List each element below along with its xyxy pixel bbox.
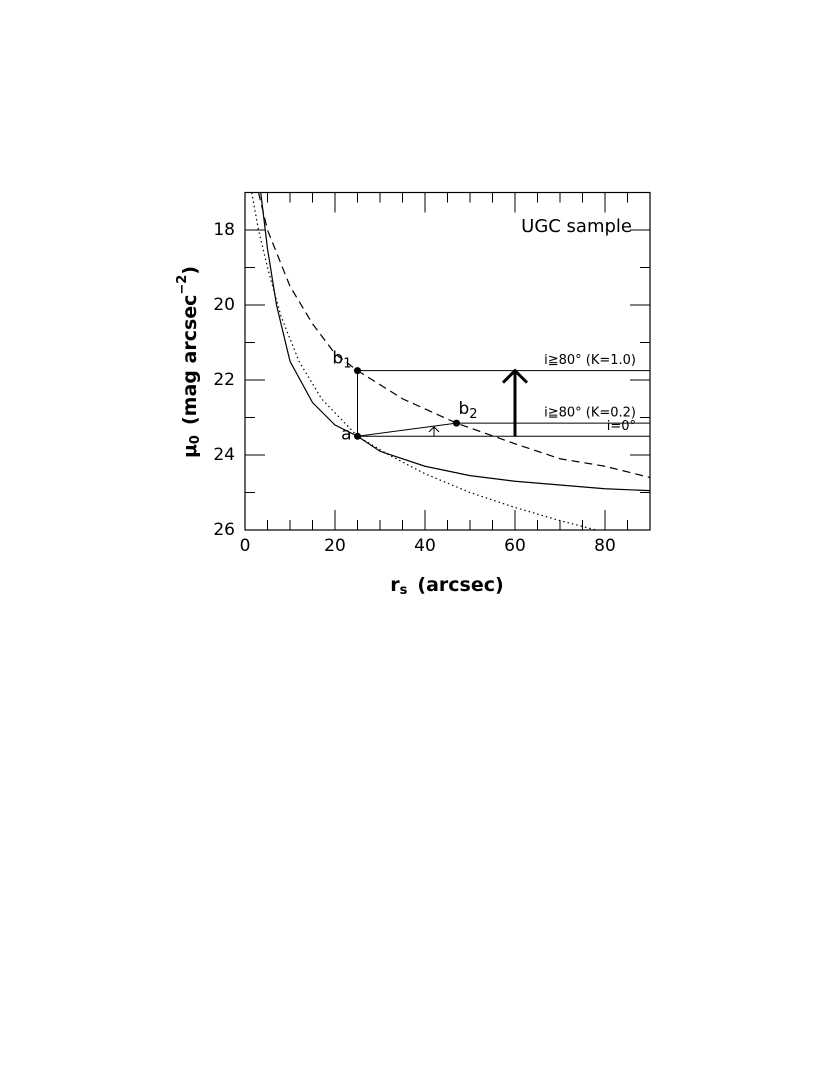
y-tick-label: 26: [213, 520, 235, 540]
x-tick-label: 40: [414, 536, 436, 556]
y-label-sup: −2: [175, 275, 190, 295]
x-label-rest: (arcsec): [417, 574, 503, 596]
y-tick-label: 22: [213, 370, 235, 390]
point-label-text: b: [332, 349, 343, 369]
reference-label: i≧80° (K=0.2): [544, 406, 636, 421]
point-label: a: [341, 424, 351, 444]
x-tick-label: 80: [594, 536, 616, 556]
point-label: b1: [332, 349, 351, 372]
y-label-text: μ: [179, 444, 201, 458]
reference-label: i≧80° (K=1.0): [544, 353, 636, 368]
x-label-text: r: [390, 574, 400, 596]
x-tick-label: 0: [240, 536, 251, 556]
point-label-sub: 2: [469, 407, 477, 422]
reference-label: i=0°: [607, 419, 636, 434]
y-tick-label: 20: [213, 295, 235, 315]
y-label-rest: (mag arcsec: [179, 295, 201, 425]
point: [354, 432, 361, 440]
point-label-text: a: [341, 424, 351, 444]
point-label: b2: [459, 399, 478, 422]
point: [453, 419, 460, 427]
y-tick-label: 18: [213, 220, 235, 240]
arrow: [428, 426, 440, 437]
point-label-text: b: [459, 399, 470, 419]
x-label-sub: s: [400, 583, 408, 598]
curve: [260, 192, 650, 492]
point-label-sub: 1: [343, 356, 351, 371]
y-label-sub: 0: [188, 435, 203, 444]
x-tick-label: 60: [504, 536, 526, 556]
y-tick-label: 24: [213, 445, 235, 465]
x-axis-label: rs (arcsec): [390, 574, 503, 598]
y-label-end: ): [179, 266, 201, 275]
x-tick-label: 20: [324, 536, 346, 556]
y-axis-label: μ0 (mag arcsec−2): [175, 266, 203, 458]
segment: [357, 422, 457, 437]
point: [354, 367, 361, 375]
annotation: UGC sample: [521, 216, 632, 237]
arrow: [501, 368, 529, 437]
curve: [257, 192, 650, 479]
